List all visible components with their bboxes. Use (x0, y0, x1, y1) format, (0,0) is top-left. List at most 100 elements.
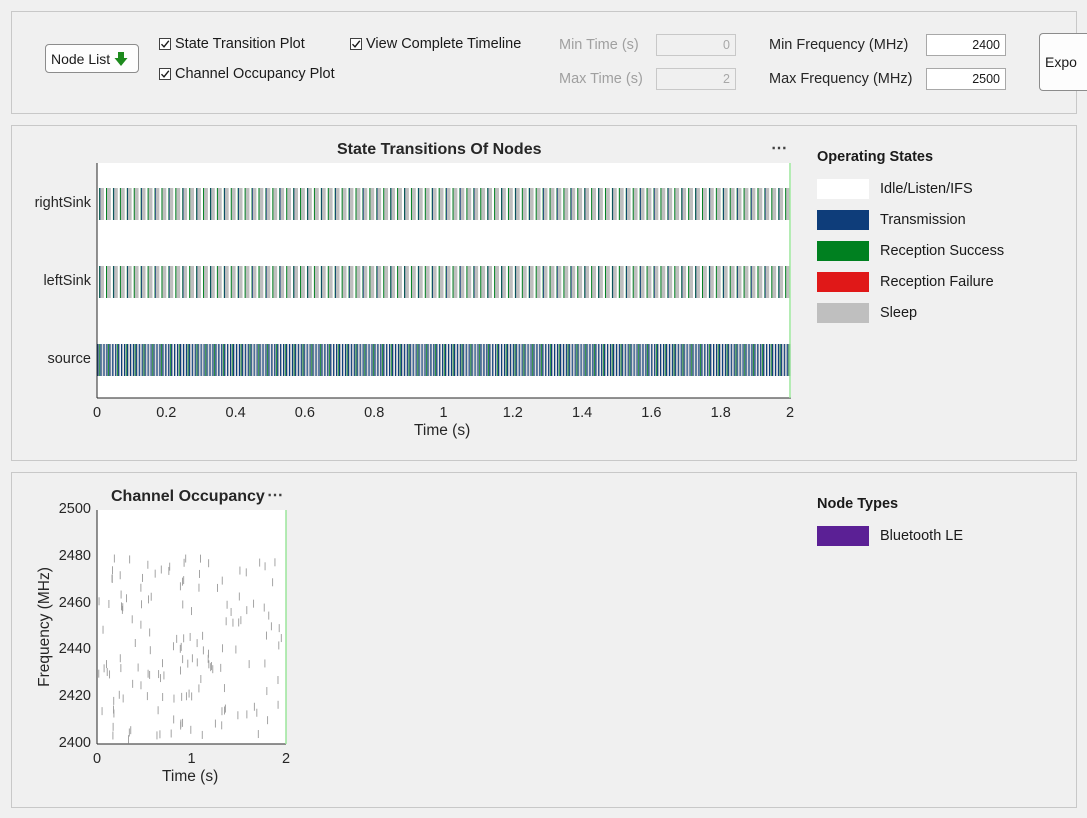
transmission-segment (293, 188, 295, 220)
transmission-segment (543, 188, 544, 220)
reception-success-segment (771, 266, 773, 298)
sleep-segment (472, 344, 474, 376)
reception-success-segment (300, 266, 302, 298)
reception-success-segment (664, 344, 666, 376)
reception-success-segment (701, 188, 703, 220)
transmission-segment (348, 266, 350, 298)
occupancy-point (140, 681, 142, 690)
transmission-segment (432, 188, 433, 220)
sleep-segment (148, 188, 153, 220)
legend-label: Transmission (880, 212, 966, 228)
more-options-icon[interactable]: ⋯ (771, 140, 788, 157)
transmission-segment (515, 266, 517, 298)
occupancy-point (182, 718, 184, 727)
reception-success-segment (369, 266, 371, 298)
transmission-segment (433, 344, 435, 376)
min-time-field[interactable]: 0 (656, 34, 736, 56)
sleep-segment (381, 344, 383, 376)
sleep-segment (298, 344, 300, 376)
sleep-segment (321, 266, 326, 298)
sleep-segment (166, 344, 168, 376)
sleep-segment (619, 344, 621, 376)
sleep-segment (761, 344, 763, 376)
occupancy-point (185, 554, 187, 563)
sleep-segment (628, 344, 630, 376)
reception-success-segment (214, 344, 216, 376)
transmission-segment (764, 188, 766, 220)
sleep-segment (634, 344, 636, 376)
sleep-segment (596, 344, 598, 376)
transmission-segment (648, 344, 650, 376)
transmission-segment (126, 344, 129, 376)
occupancy-point (266, 687, 268, 696)
sleep-segment (466, 344, 468, 376)
reception-success-segment (646, 188, 648, 220)
transmission-segment (509, 344, 512, 376)
occupancy-point (212, 665, 214, 674)
occupancy-y-tick-label: 2460 (58, 594, 91, 611)
transmission-segment (141, 344, 143, 376)
transmission-segment (256, 344, 258, 376)
sleep-segment (201, 344, 203, 376)
sleep-segment (493, 344, 495, 376)
transmission-segment (667, 188, 669, 220)
legend-item: Reception Success (817, 241, 1004, 261)
transmission-segment (300, 344, 302, 376)
reception-success-segment (397, 188, 399, 220)
reception-success-segment (757, 266, 759, 298)
occupancy-point (253, 599, 255, 608)
sleep-segment (737, 344, 739, 376)
sleep-segment (390, 188, 395, 220)
node-list-button[interactable]: Node List (45, 44, 139, 73)
transmission-segment (750, 266, 752, 298)
state-x-tick-label: 2 (785, 405, 795, 421)
reception-success-segment (383, 266, 385, 298)
sleep-segment (633, 188, 638, 220)
transmission-segment (730, 344, 732, 376)
sleep-segment (515, 266, 520, 298)
occupancy-point (146, 692, 148, 701)
transmission-segment (667, 266, 669, 298)
sleep-segment (259, 266, 264, 298)
occupancy-point (134, 639, 136, 648)
reception-success-segment (231, 344, 233, 376)
min-time-label: Min Time (s) (559, 37, 639, 53)
transmission-segment (171, 344, 173, 376)
more-options-icon[interactable]: ⋯ (267, 487, 284, 504)
sleep-segment (418, 188, 423, 220)
sleep-segment (693, 344, 695, 376)
sleep-segment (225, 344, 227, 376)
transmission-segment (674, 344, 677, 376)
sleep-segment (598, 188, 603, 220)
transmission-segment (153, 344, 155, 376)
max-time-field[interactable]: 2 (656, 68, 736, 90)
operating-states-legend-title: Operating States (817, 149, 934, 165)
reception-success-segment (505, 344, 507, 376)
sleep-segment (383, 188, 389, 220)
reception-success-segment (521, 266, 523, 298)
sleep-segment (519, 344, 521, 376)
max-frequency-field[interactable]: 2500 (926, 68, 1006, 90)
occupancy-point (224, 706, 225, 715)
sleep-segment (593, 344, 595, 376)
reception-success-segment (470, 344, 472, 376)
transmission-segment (724, 344, 727, 376)
transmission-segment (570, 266, 572, 298)
sleep-segment (293, 344, 295, 376)
sleep-segment (501, 188, 506, 220)
min-frequency-field[interactable]: 2400 (926, 34, 1006, 56)
transmission-segment (556, 344, 559, 376)
channel-occupancy-checkbox[interactable]: Channel Occupancy Plot (159, 66, 335, 82)
transmission-segment (174, 344, 176, 376)
reception-success-segment (170, 344, 171, 376)
sleep-segment (369, 188, 375, 220)
occupancy-point (182, 600, 184, 609)
state-transition-checkbox[interactable]: State Transition Plot (159, 36, 305, 52)
legend-swatch (817, 303, 869, 323)
export-button[interactable]: Expo (1039, 33, 1087, 91)
reception-success-segment (203, 266, 205, 298)
complete-timeline-checkbox[interactable]: View Complete Timeline (350, 36, 521, 52)
transmission-segment (497, 344, 500, 376)
transmission-segment (168, 344, 170, 376)
transmission-segment (442, 344, 444, 376)
